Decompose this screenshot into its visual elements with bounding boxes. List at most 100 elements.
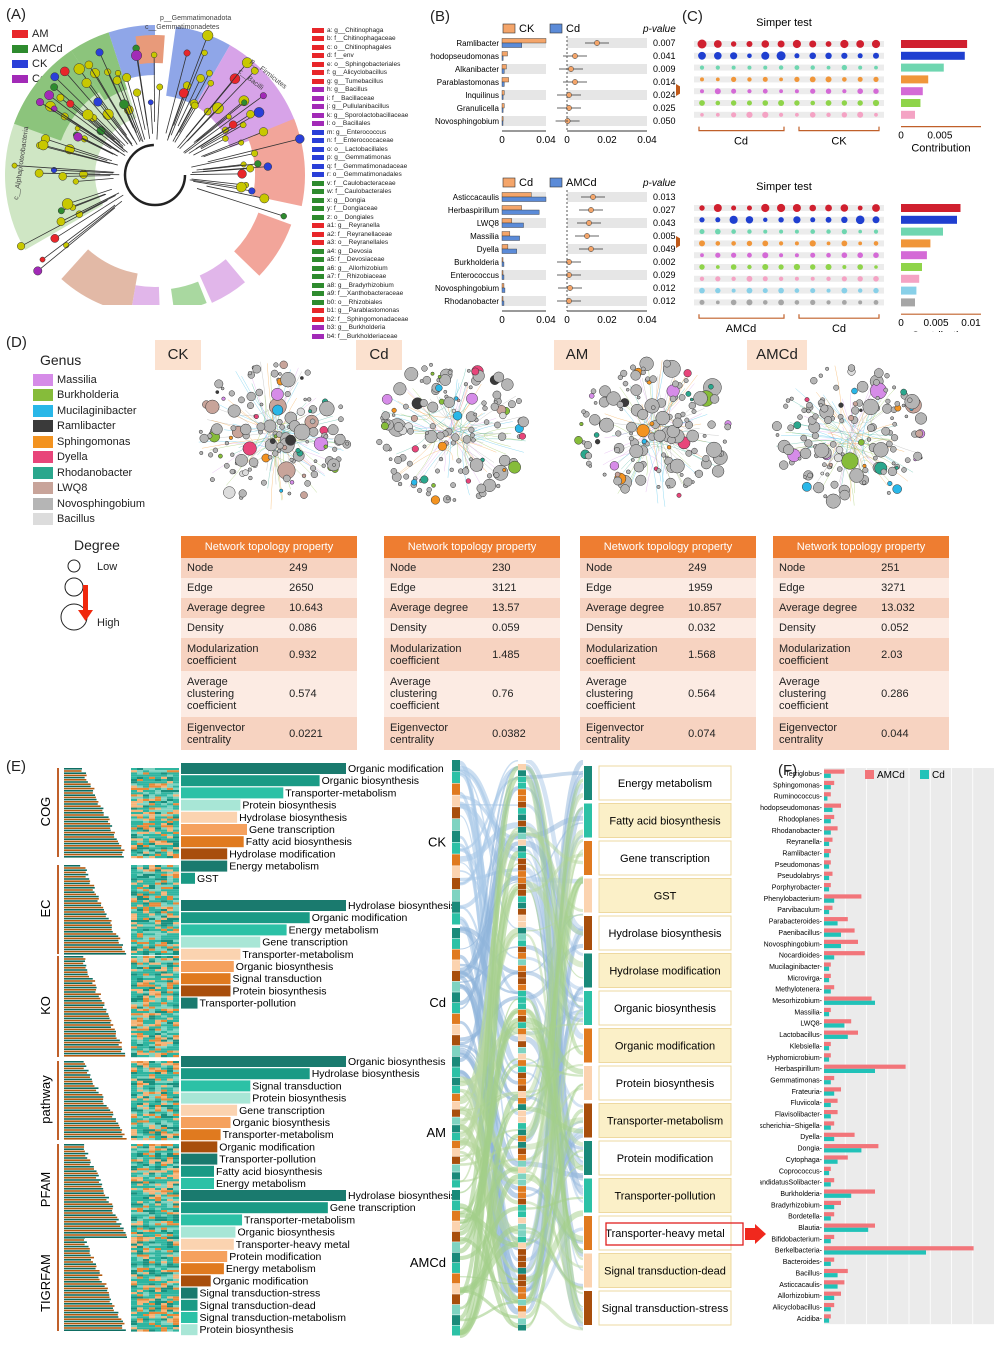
heatmap-cell — [155, 818, 161, 821]
clade-node — [246, 110, 255, 119]
heatmap-cell — [167, 1174, 173, 1177]
panel-a-label: (A) — [6, 6, 26, 23]
heatmap-cell — [131, 893, 137, 896]
function-bar-label: Hydrolase biosynthesis — [348, 900, 456, 912]
heatmap-cell — [167, 856, 173, 859]
heatmap-cell — [137, 1102, 143, 1105]
heatmap-cell — [149, 995, 155, 998]
network-node — [656, 468, 662, 474]
network-node — [655, 410, 670, 426]
heatmap-cell — [167, 1203, 173, 1206]
heatmap-cell — [167, 880, 173, 883]
genus-label: Dyella- — [800, 1134, 822, 1141]
network-node — [435, 468, 440, 474]
tree-branch — [64, 865, 81, 867]
function-label: Organic modification — [615, 1041, 715, 1053]
network-edge — [396, 449, 454, 478]
heatmap-cell — [131, 967, 137, 970]
function-label: GST — [654, 891, 677, 903]
clade-branch — [206, 185, 265, 199]
sankey-node-segment — [452, 1242, 460, 1253]
heatmap-cell — [149, 1276, 155, 1279]
heatmap-cell — [131, 1188, 137, 1191]
heatmap-cell — [167, 1259, 173, 1262]
heatmap-cell — [131, 1131, 137, 1134]
heatmap-cell — [137, 1017, 143, 1020]
heatmap-cell — [167, 827, 173, 830]
heatmap-cell — [131, 946, 137, 949]
heatmap-cell — [161, 1013, 167, 1016]
database-label: EC — [38, 899, 53, 917]
heatmap-cell — [161, 956, 167, 959]
tree-branch — [64, 787, 95, 790]
function-bar — [181, 1104, 238, 1116]
heatmap-cell — [131, 1283, 137, 1286]
simper-dot — [841, 112, 848, 118]
heatmap-cell — [143, 856, 149, 859]
heatmap-cell — [155, 993, 161, 996]
heatmap-cell — [167, 794, 173, 797]
tree-branch — [64, 772, 87, 774]
tree-branch — [64, 867, 86, 869]
heatmap-cell — [161, 768, 167, 771]
property-value: 0.564 — [682, 671, 756, 717]
property-value: 0.086 — [283, 618, 357, 638]
sankey-flow — [459, 1174, 519, 1336]
row-band — [567, 231, 647, 241]
degree-legend — [60, 559, 93, 631]
tree-branch — [64, 989, 97, 991]
heatmap-cell — [155, 1127, 161, 1130]
bar-amcd — [824, 1132, 855, 1137]
heatmap-cell — [137, 770, 143, 773]
heatmap-cell — [173, 1061, 179, 1064]
heatmap-cell — [167, 978, 173, 981]
function-bar-label: Protein biosynthesis — [242, 800, 336, 812]
heatmap-cell — [155, 1322, 161, 1325]
heatmap-cell — [149, 928, 155, 931]
heatmap-cell — [155, 933, 161, 936]
network-node — [205, 399, 220, 414]
heatmap-cell — [155, 1205, 161, 1208]
heatmap-cell — [167, 1168, 173, 1171]
pvalue: 0.025 — [653, 103, 676, 113]
heatmap-cell — [131, 982, 137, 985]
row-band — [567, 218, 647, 228]
taxa-label: c: o__Chitinophagales — [327, 43, 392, 51]
heatmap-cell — [155, 787, 161, 790]
network-node — [470, 437, 476, 443]
sankey-flow — [459, 1109, 519, 1235]
heatmap-cell — [131, 1037, 137, 1040]
heatmap-cell — [161, 849, 167, 852]
tree-branch — [64, 1015, 109, 1017]
heatmap-cell — [131, 880, 137, 883]
sankey-node-segment — [452, 854, 460, 866]
network-edge — [464, 451, 497, 475]
heatmap-cell — [161, 1225, 167, 1228]
heatmap-cell — [143, 1177, 149, 1180]
heatmap-cell — [149, 801, 155, 804]
bar-amcd — [824, 917, 848, 922]
heatmap-cell — [167, 986, 173, 989]
heatmap-cell — [137, 1285, 143, 1288]
contribution-bar — [901, 298, 915, 307]
heatmap-cell — [173, 1314, 179, 1317]
heatmap-cell — [143, 1022, 149, 1025]
simper-dot — [747, 77, 752, 82]
simper-dot — [699, 65, 705, 70]
network-node — [499, 412, 507, 420]
network-node — [381, 394, 393, 405]
heatmap-cell — [131, 790, 137, 793]
network-node — [338, 416, 344, 423]
tree-branch — [64, 1019, 112, 1022]
property-name: Average degree — [580, 598, 683, 618]
heatmap-cell — [155, 774, 161, 777]
heatmap-cell — [155, 790, 161, 793]
heatmap-cell — [131, 911, 137, 914]
sankey-node-segment — [452, 913, 460, 925]
network-node — [629, 444, 644, 459]
heatmap-cell — [173, 1002, 179, 1005]
function-label: Fatty acid biosynthesis — [609, 816, 721, 828]
heatmap-cell — [161, 1250, 167, 1253]
bar-amcd — [824, 1268, 848, 1274]
heatmap-cell — [137, 1261, 143, 1264]
